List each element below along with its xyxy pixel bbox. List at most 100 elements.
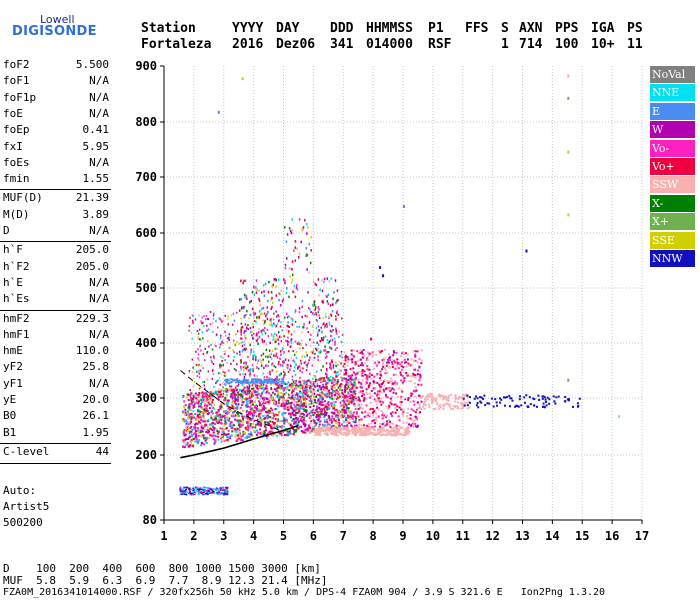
echo-point: [263, 329, 265, 333]
echo-point: [192, 396, 195, 399]
echo-point: [343, 388, 346, 391]
x-tick-label: 1: [160, 529, 167, 543]
echo-point: [254, 400, 256, 403]
echo-point: [371, 351, 374, 354]
echo-point: [200, 426, 203, 429]
echo-point: [257, 380, 260, 382]
echo-point: [280, 391, 283, 394]
echo-point: [392, 433, 396, 436]
echo-point: [235, 411, 238, 414]
echo-point: [391, 415, 394, 418]
echo-point: [300, 402, 303, 405]
echo-point: [256, 394, 259, 398]
echo-point: [219, 489, 222, 491]
echo-point: [309, 356, 311, 359]
param-value: 25.8: [82, 360, 110, 374]
echo-point: [238, 433, 241, 436]
echo-point: [229, 435, 232, 438]
echo-point: [380, 409, 383, 412]
echo-point: [243, 415, 246, 418]
echo-point: [265, 415, 268, 418]
echo-point: [264, 397, 267, 400]
echo-point: [262, 382, 265, 384]
echo-point: [315, 401, 318, 404]
echo-point: [224, 330, 226, 333]
echo-point: [312, 398, 315, 401]
echo-point: [276, 322, 279, 325]
echo-point: [495, 401, 498, 404]
echo-point: [383, 384, 386, 387]
echo-point: [410, 358, 413, 361]
echo-point: [392, 350, 395, 353]
echo-point: [267, 310, 269, 314]
echo-point: [305, 351, 308, 354]
echo-point: [419, 357, 422, 360]
echo-point: [239, 434, 242, 437]
echo-point: [262, 358, 264, 361]
echo-point: [352, 392, 355, 395]
echo-point: [285, 402, 288, 405]
param-row: h`F2 205.0: [3, 260, 109, 276]
echo-point: [343, 432, 347, 435]
echo-point: [301, 431, 304, 434]
echo-point: [296, 420, 299, 423]
echo-point: [205, 438, 208, 441]
echo-point: [392, 388, 395, 391]
echo-point: [235, 369, 237, 372]
echo-point: [200, 419, 203, 422]
echo-point: [370, 422, 373, 425]
echo-point: [377, 431, 381, 434]
echo-point: [460, 396, 463, 399]
echo-point: [370, 420, 373, 423]
echo-point: [317, 355, 319, 358]
echo-point: [270, 386, 272, 390]
echo-point: [314, 375, 317, 378]
echo-point: [336, 390, 339, 393]
echo-point: [435, 397, 438, 400]
echo-point: [349, 376, 352, 379]
echo-point: [214, 435, 217, 438]
echo-point: [291, 413, 294, 416]
echo-point: [370, 377, 373, 380]
echo-point: [230, 314, 233, 317]
echo-point: [313, 411, 316, 414]
echo-point: [335, 332, 338, 335]
echo-point: [326, 295, 328, 298]
echo-point: [272, 318, 275, 321]
echo-point: [217, 487, 220, 490]
echo-point: [206, 488, 209, 491]
echo-point: [244, 323, 247, 326]
echo-point: [376, 429, 380, 432]
header-value-ddd: 341: [330, 37, 354, 52]
legend-item: Vo-: [650, 139, 695, 157]
echo-point: [264, 407, 267, 410]
echo-point: [184, 404, 187, 407]
echo-point: [299, 359, 302, 362]
echo-point: [340, 404, 343, 407]
echo-point: [257, 431, 260, 434]
echo-point: [287, 325, 289, 328]
param-row: fmin 1.55: [3, 172, 109, 188]
echo-point: [267, 355, 269, 359]
echo-point: [567, 378, 570, 382]
echo-point: [291, 323, 294, 326]
echo-point: [393, 432, 397, 435]
echo-point: [357, 396, 360, 399]
echo-point: [347, 358, 350, 361]
echo-point: [186, 410, 189, 413]
echo-point: [218, 418, 221, 421]
echo-point: [189, 432, 192, 435]
echo-point: [360, 395, 363, 398]
echo-point: [328, 395, 331, 398]
echo-point: [248, 389, 250, 392]
echo-point: [368, 368, 371, 371]
echo-point: [240, 438, 243, 441]
echo-point: [364, 383, 367, 386]
echo-point: [249, 390, 252, 393]
echo-point: [372, 387, 375, 390]
echo-point: [301, 384, 304, 387]
echo-point: [270, 410, 272, 413]
echo-point: [450, 393, 453, 396]
echo-point: [258, 418, 260, 421]
echo-point: [409, 364, 412, 367]
